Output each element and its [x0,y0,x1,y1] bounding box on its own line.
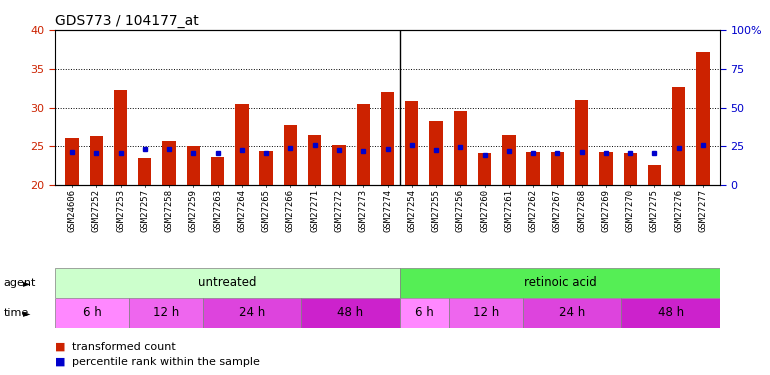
Text: GSM27265: GSM27265 [262,189,270,232]
Text: GSM27269: GSM27269 [601,189,611,232]
Bar [624,153,637,185]
Text: GSM27267: GSM27267 [553,189,562,232]
Text: GSM27254: GSM27254 [407,189,417,232]
Bar [89,136,103,185]
Text: untreated: untreated [198,276,256,290]
Bar [400,268,720,298]
Bar [333,146,346,185]
Text: ■: ■ [55,357,65,367]
Text: GSM27266: GSM27266 [286,189,295,232]
Text: GSM27258: GSM27258 [165,189,173,232]
Bar [138,158,152,185]
Text: GSM27271: GSM27271 [310,189,320,232]
Text: 12 h: 12 h [152,306,179,320]
Bar [211,157,224,185]
Bar [186,146,200,185]
Text: 6 h: 6 h [82,306,102,320]
Text: ►: ► [23,278,31,288]
Bar [235,104,249,185]
Bar [65,138,79,185]
Bar [284,125,297,185]
Text: 6 h: 6 h [415,306,434,320]
Bar [301,298,400,328]
Bar [523,298,621,328]
Bar [599,152,613,185]
Bar [405,101,418,185]
Text: ►: ► [23,308,31,318]
Text: GSM27270: GSM27270 [626,189,634,232]
Text: percentile rank within the sample: percentile rank within the sample [72,357,259,367]
Text: agent: agent [4,278,36,288]
Bar [502,135,516,185]
Text: 24 h: 24 h [239,306,265,320]
Text: GSM27262: GSM27262 [529,189,537,232]
Bar [381,92,394,185]
Text: GDS773 / 104177_at: GDS773 / 104177_at [55,13,199,28]
Text: GSM27272: GSM27272 [334,189,343,232]
Text: GSM27253: GSM27253 [116,189,125,232]
Bar [449,298,523,328]
Text: GSM27257: GSM27257 [140,189,149,232]
Text: GSM27268: GSM27268 [578,189,586,232]
Text: retinoic acid: retinoic acid [524,276,596,290]
Bar [129,298,203,328]
Text: GSM27264: GSM27264 [237,189,246,232]
Bar [162,141,176,185]
Text: 24 h: 24 h [559,306,585,320]
Bar [400,298,449,328]
Bar [203,298,301,328]
Bar [55,298,129,328]
Text: GSM27277: GSM27277 [698,189,708,232]
Bar [551,153,564,185]
Text: GSM27256: GSM27256 [456,189,465,232]
Bar [527,153,540,185]
Text: GSM24606: GSM24606 [68,189,76,232]
Text: GSM27261: GSM27261 [504,189,514,232]
Text: GSM27274: GSM27274 [383,189,392,232]
Bar [672,87,685,185]
Text: 48 h: 48 h [337,306,363,320]
Bar [648,165,661,185]
Text: GSM27260: GSM27260 [480,189,489,232]
Text: GSM27259: GSM27259 [189,189,198,232]
Bar [430,122,443,185]
Bar [454,111,467,185]
Bar [308,135,321,185]
Text: 48 h: 48 h [658,306,684,320]
Bar [357,104,370,185]
Bar [259,151,273,185]
Bar [55,268,400,298]
Bar [696,52,710,185]
Text: GSM27255: GSM27255 [431,189,440,232]
Text: ■: ■ [55,342,65,352]
Text: time: time [4,308,29,318]
Text: GSM27263: GSM27263 [213,189,222,232]
Text: 12 h: 12 h [473,306,499,320]
Bar [478,153,491,185]
Text: GSM27252: GSM27252 [92,189,101,232]
Text: GSM27276: GSM27276 [675,189,683,232]
Bar [575,100,588,185]
Text: GSM27273: GSM27273 [359,189,368,232]
Bar [114,90,127,185]
Text: GSM27275: GSM27275 [650,189,659,232]
Bar [621,298,720,328]
Text: transformed count: transformed count [72,342,176,352]
